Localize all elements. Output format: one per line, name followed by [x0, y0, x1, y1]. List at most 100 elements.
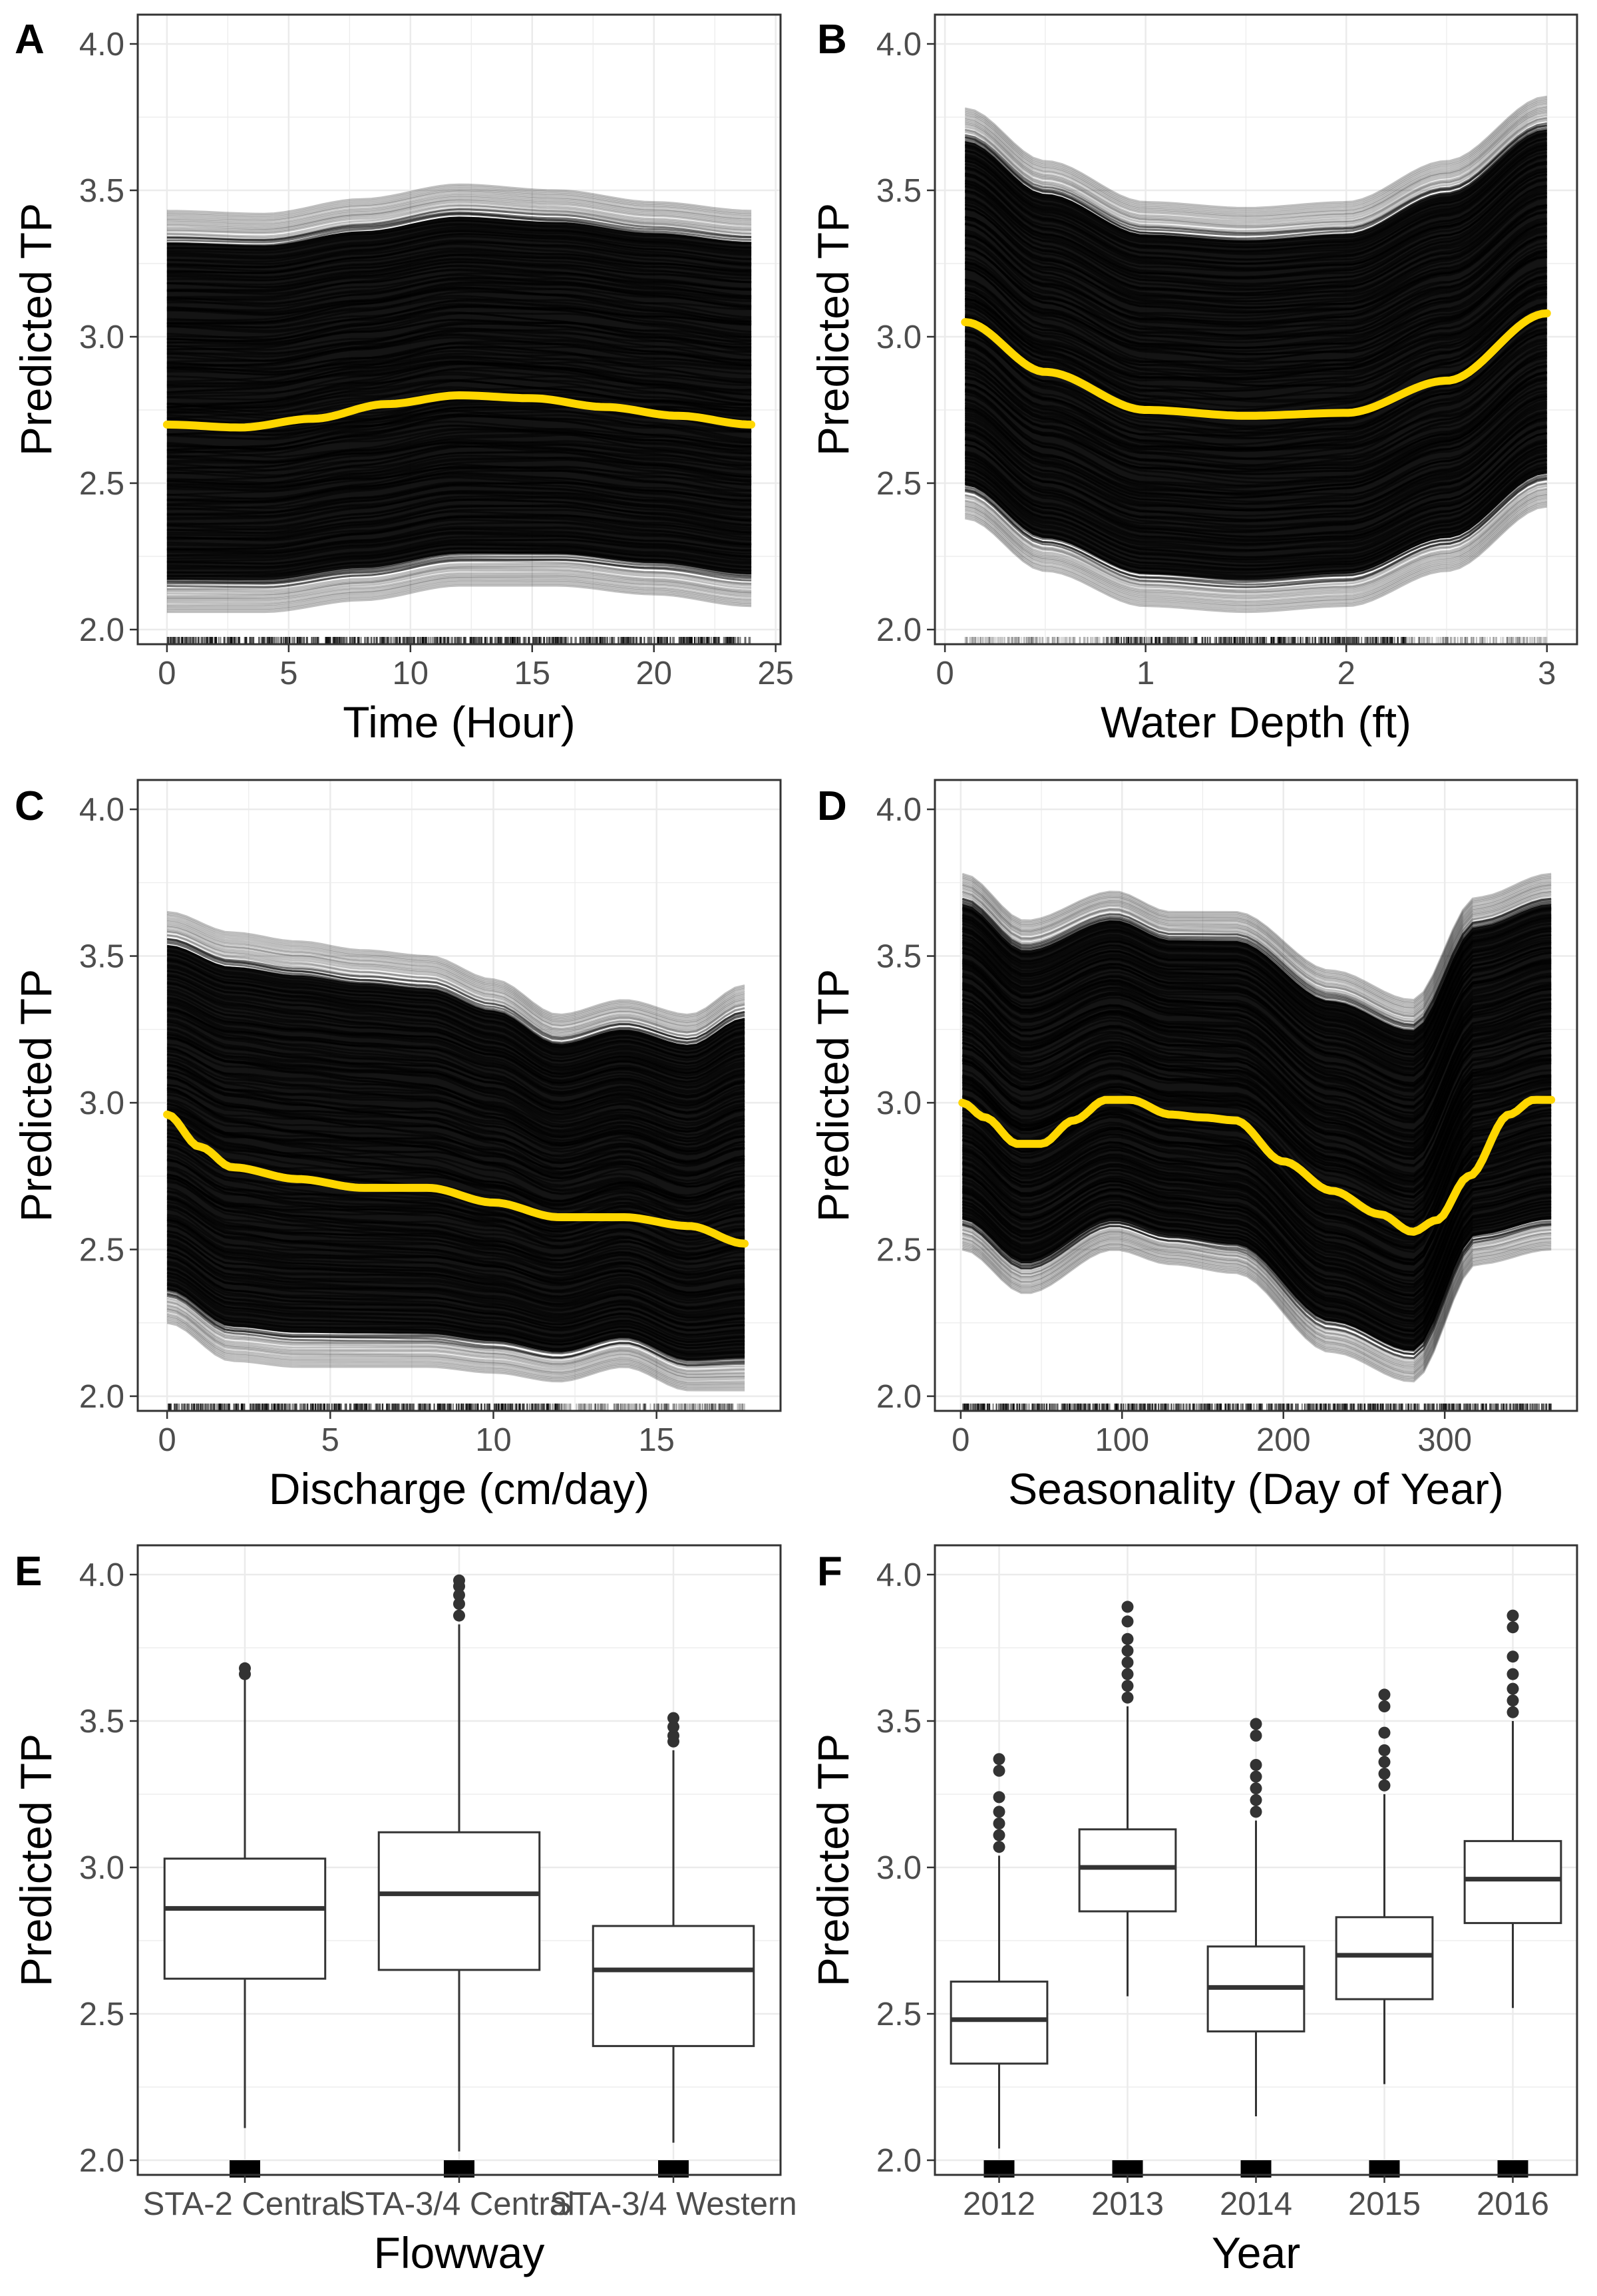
ice-line	[962, 1233, 1552, 1367]
y-tick-label: 3.0	[79, 1850, 124, 1886]
x-tick-label: 2016	[1477, 2186, 1549, 2222]
outlier-point	[1121, 1668, 1134, 1680]
panel-border	[934, 13, 1578, 646]
ice-line	[962, 1240, 1552, 1374]
y-tick-label: 3.5	[79, 173, 124, 209]
box-4	[1463, 1609, 1562, 2178]
ice-line	[166, 1305, 745, 1376]
outlier-point	[667, 1730, 679, 1742]
ice-line	[962, 876, 1552, 1005]
x-tick-label: STA-3/4 Western	[550, 2186, 797, 2222]
ice-line	[166, 930, 745, 1034]
ice-lines	[964, 95, 1548, 614]
ice-line	[166, 582, 752, 612]
y-tick-label: 2.0	[876, 2143, 922, 2179]
outlier-point	[667, 1720, 679, 1733]
ice-line	[962, 1246, 1552, 1381]
panel-border	[934, 779, 1578, 1412]
panel-A: 0 5 10 15 20 25 2.0 2.5 3.0 3.5 4.0 Time (Hour) Pred…	[11, 13, 794, 747]
ice-line	[166, 204, 752, 238]
x-tick-label: 3	[1538, 656, 1556, 691]
ice-line	[964, 124, 1548, 236]
outlier-point	[993, 1841, 1005, 1853]
box-2	[1206, 1718, 1306, 2178]
y-tick-label: 4.0	[79, 1557, 124, 1593]
ice-line	[166, 914, 745, 1020]
ice-line	[166, 575, 752, 604]
outlier-point	[1121, 1615, 1134, 1628]
ice-line	[166, 1301, 745, 1373]
x-tick-label: 15	[514, 656, 551, 691]
ice-line	[166, 201, 752, 233]
ice-line	[962, 881, 1552, 1010]
ice-line	[962, 892, 1552, 1023]
y-tick-label: 2.0	[79, 1379, 124, 1415]
ice-line	[166, 922, 745, 1027]
x-tick-label: 5	[279, 656, 297, 691]
ice-line	[964, 487, 1548, 594]
ice-line	[166, 579, 752, 608]
ice-line	[964, 101, 1548, 215]
box-iqr	[377, 1831, 541, 1971]
x-tick-label: 0	[952, 1422, 970, 1458]
ice-line	[964, 505, 1548, 614]
ice-line	[964, 95, 1548, 209]
ice-line	[166, 580, 752, 610]
ice-lines	[962, 872, 1552, 1383]
ice-line	[166, 204, 752, 234]
box-1	[377, 1574, 541, 2178]
ice-line	[166, 208, 752, 242]
ice-line	[962, 1241, 1552, 1376]
y-axis-title: Predicted TP	[11, 203, 61, 456]
outlier-point	[1121, 1691, 1134, 1704]
outlier-point	[1378, 1726, 1391, 1739]
x-tick-label: 2015	[1348, 2186, 1421, 2222]
ice-line	[166, 185, 752, 217]
panel-letter: F	[817, 1549, 842, 1595]
ice-line	[166, 924, 745, 1028]
ice-line	[166, 564, 752, 594]
y-tick-label: 2.0	[876, 612, 922, 648]
panel-letter: C	[15, 783, 45, 829]
ice-line	[962, 897, 1552, 1026]
ice-line	[964, 503, 1548, 612]
ice-line	[962, 1234, 1552, 1369]
outlier-point	[1250, 1782, 1262, 1795]
x-tick-label: 2012	[963, 2186, 1035, 2222]
ice-line	[964, 484, 1548, 593]
ice-line	[166, 1292, 745, 1364]
box-iqr	[1078, 1828, 1177, 1913]
outlier-point	[1250, 1794, 1262, 1806]
ice-line	[962, 1243, 1552, 1378]
box-iqr	[950, 1981, 1049, 2065]
panel-letter: B	[817, 17, 847, 63]
ice-line	[962, 886, 1552, 1016]
pdp-line	[162, 391, 756, 432]
panel-F: 2012 2013 2014 2015 2016 2.0 2.5 3.0 3.5 4.0 Year P…	[808, 1544, 1578, 2277]
ice-line	[962, 1237, 1552, 1370]
pdp-line	[163, 1110, 749, 1248]
x-tick-label: 2	[1337, 656, 1355, 691]
ice-line	[166, 1300, 745, 1372]
y-tick-label: 2.0	[79, 2143, 124, 2179]
outlier-point	[1378, 1688, 1391, 1701]
y-tick-label: 3.5	[876, 1704, 922, 1740]
ice-line	[166, 1308, 745, 1379]
outlier-point	[1121, 1601, 1134, 1613]
ice-line	[166, 572, 752, 600]
ice-line	[962, 1231, 1552, 1366]
x-tick-label: 10	[393, 656, 429, 691]
outlier-point	[1378, 1700, 1391, 1712]
ice-line	[166, 188, 752, 221]
outlier-point	[453, 1598, 465, 1610]
outlier-point	[1507, 1682, 1519, 1695]
y-tick-label: 3.5	[79, 1704, 124, 1740]
outlier-point	[1121, 1656, 1134, 1668]
x-tick-label: STA-3/4 Central	[343, 2186, 575, 2222]
ice-line	[962, 894, 1552, 1024]
x-tick-label: 10	[475, 1422, 512, 1458]
outlier-point	[1250, 1806, 1262, 1818]
x-tick-label: 200	[1256, 1422, 1311, 1458]
ice-line	[962, 1238, 1552, 1372]
